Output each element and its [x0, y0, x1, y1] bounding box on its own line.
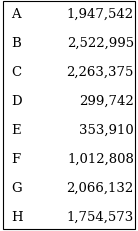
Text: C: C — [11, 66, 21, 79]
Text: 299,742: 299,742 — [79, 94, 134, 108]
Text: E: E — [11, 123, 21, 137]
Text: 1,947,542: 1,947,542 — [67, 8, 134, 21]
Text: H: H — [11, 210, 23, 223]
Text: 2,522,995: 2,522,995 — [67, 37, 134, 50]
Text: 353,910: 353,910 — [79, 123, 134, 137]
FancyBboxPatch shape — [3, 2, 135, 229]
Text: B: B — [11, 37, 21, 50]
Text: A: A — [11, 8, 21, 21]
Text: 1,012,808: 1,012,808 — [67, 152, 134, 165]
Text: F: F — [11, 152, 20, 165]
Text: D: D — [11, 94, 22, 108]
Text: 2,066,132: 2,066,132 — [67, 181, 134, 194]
Text: 1,754,573: 1,754,573 — [67, 210, 134, 223]
Text: G: G — [11, 181, 22, 194]
Text: 2,263,375: 2,263,375 — [67, 66, 134, 79]
